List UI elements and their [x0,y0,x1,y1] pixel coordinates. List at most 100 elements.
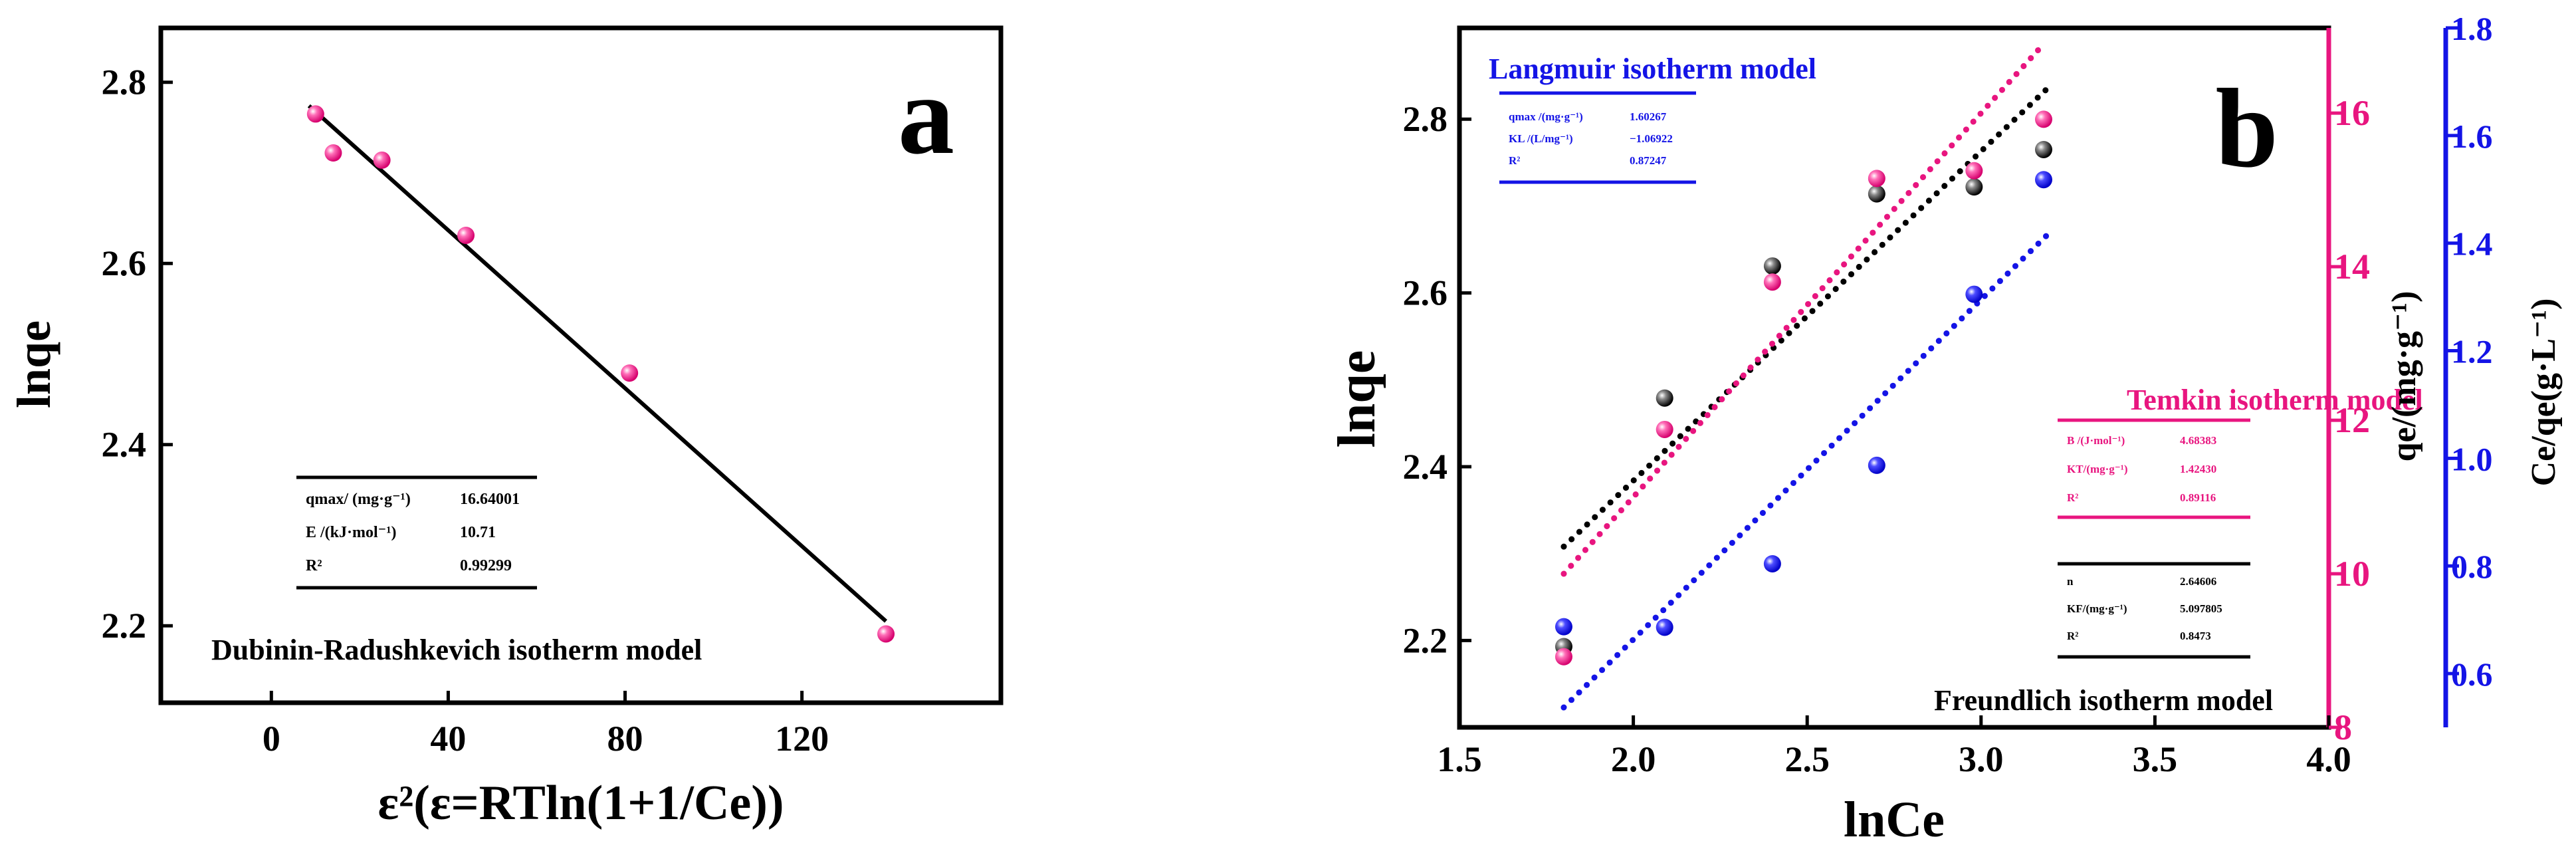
x-tick-label: 4.0 [2306,739,2351,779]
data-point [306,105,324,123]
param-value: 2.64606 [2180,575,2216,588]
data-point [1965,162,1983,180]
panel-b-ticks: 1.5 2.0 2.5 3.0 3.5 4.0 2.2 2.4 2.6 2.8 8 10 12 14 16 0… [1403,10,2493,779]
data-point [1868,185,1885,203]
panel-b-y3-label: Ce/qe(g·L⁻¹) [2525,299,2563,487]
langmuir-table: qmax /(mg·g⁻¹) 1.60267 KL /(L/mg⁻¹) −1.0… [1499,91,1696,184]
param-value: 1.60267 [1630,110,1667,123]
data-point [2034,140,2052,158]
y-tick-label: 2.2 [102,606,147,646]
langmuir-title: Langmuir isotherm model [1489,53,1816,85]
temkin-table: B /(J·mol⁻¹) 4.68383 KT/(mg·g⁻¹) 1.42430… [2058,418,2250,519]
param-name: R² [1509,154,1520,167]
panel-b: 1.5 2.0 2.5 3.0 3.5 4.0 2.2 2.4 2.6 2.8 8 10 12 14 16 0… [1328,10,2563,848]
x-tick-label: 2.5 [1784,739,1830,779]
y2-tick-label: 10 [2334,554,2370,594]
param-value: 16.64001 [460,491,520,508]
x-tick-label: 1.5 [1437,739,1482,779]
data-point [1868,456,1885,474]
y-tick-label: 2.6 [1403,273,1448,313]
panel-b-y2-label: qe/(mg·g⁻¹) [2385,291,2423,462]
param-name: qmax/ (mg·g⁻¹) [306,491,411,508]
fit-line [1560,232,2050,711]
param-value: 0.8473 [2180,630,2211,642]
fit-line [1560,85,2050,550]
panel-b-xlabel: lnCe [1844,792,1945,848]
panel-a-fit [307,104,888,623]
y-tick-label: 2.6 [102,243,147,283]
x-tick-label: 40 [430,719,466,759]
data-point [1965,178,1983,196]
panel-a-points [306,105,895,643]
panel-a-letter: a [898,53,954,178]
y-tick-label: 2.8 [1403,99,1448,139]
freundlich-title: Freundlich isotherm model [1934,684,2273,717]
y-tick-label: 2.4 [102,425,147,465]
y-tick-label: 2.8 [102,62,147,102]
y-tick-label: 2.2 [1403,620,1448,660]
panel-a-param-table: qmax/ (mg·g⁻¹) 16.64001 E /(kJ·mol⁻¹) 10… [296,475,537,590]
y2-tick-label: 14 [2334,247,2370,287]
fit-line [307,104,888,623]
param-name: B /(J·mol⁻¹) [2067,434,2125,447]
panel-a-ylabel: lnqe [7,320,60,408]
y3-tick-label: 1.8 [2451,10,2493,47]
param-name: KF/(mg·g⁻¹) [2067,602,2127,615]
y3-tick-label: 0.6 [2451,656,2493,693]
panel-a-xlabel: ε²(ε=RTln(1+1/Ce)) [377,776,784,830]
param-value: 5.097805 [2180,602,2222,615]
data-point [1656,618,1673,636]
x-tick-label: 0 [263,719,280,759]
x-tick-label: 3.0 [1959,739,2004,779]
data-point [373,151,391,169]
panel-a: 0 40 80 120 2.2 2.4 2.6 2.8 a qmax/ (mg·g⁻¹) 16… [7,25,1004,830]
param-value: 10.71 [460,524,496,541]
temkin-title: Temkin isotherm model [2127,384,2423,416]
data-point [1868,170,1885,187]
data-point [877,625,895,643]
param-name: E /(kJ·mol⁻¹) [306,524,397,541]
data-point [2034,171,2052,189]
data-point [1555,618,1572,636]
param-name: KL /(L/mg⁻¹) [1509,132,1573,145]
data-point [1656,389,1673,407]
param-name: KT/(mg·g⁻¹) [2067,463,2128,475]
y3-tick-label: 1.0 [2451,440,2493,477]
param-name: R² [2067,491,2078,504]
param-value: −1.06922 [1630,132,1673,145]
panel-a-frame [158,25,1004,705]
x-tick-label: 2.0 [1611,739,1656,779]
data-point [1763,257,1781,275]
param-name: R² [306,557,322,574]
panel-b-frame [1457,25,2331,730]
data-point [324,144,342,162]
data-point [1965,285,1983,303]
param-value: 0.99299 [460,557,512,574]
param-name: n [2067,575,2074,588]
fit-line [1560,45,2044,577]
freundlich-table: n 2.64606 KF/(mg·g⁻¹) 5.097805 R² 0.8473 [2058,562,2250,659]
y2-tick-label: 16 [2334,93,2370,133]
data-point [457,226,475,244]
y2-tick-label: 8 [2334,707,2352,747]
param-value: 4.68383 [2180,434,2216,447]
x-tick-label: 120 [775,719,829,759]
data-point [2034,110,2052,128]
data-point [621,364,639,382]
data-point [1555,648,1572,666]
x-tick-label: 3.5 [2133,739,2178,779]
panel-b-ylabel: lnqe [1328,350,1386,448]
panel-b-fits [1560,45,2050,711]
y3-tick-label: 1.6 [2451,118,2493,155]
y3-tick-label: 1.4 [2451,225,2493,263]
param-value: 0.89116 [2180,491,2216,504]
param-value: 0.87247 [1630,154,1667,167]
param-value: 1.42430 [2180,463,2216,475]
data-point [1763,273,1781,291]
panel-a-model-label: Dubinin-Radushkevich isotherm model [211,634,702,666]
y3-tick-label: 1.2 [2451,333,2493,370]
param-name: R² [2067,630,2078,642]
panel-b-letter: b [2215,66,2278,191]
panel-b-points [1555,110,2052,666]
